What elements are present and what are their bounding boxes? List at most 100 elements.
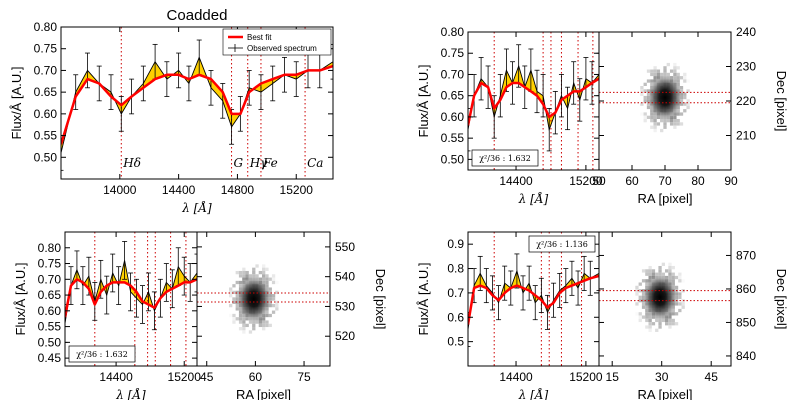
spec1-ylabel: Flux/Å [A.U.]: [416, 65, 431, 138]
img2-pixel: [242, 327, 246, 331]
img3-pixel: [641, 279, 646, 283]
img2-pixel: [235, 280, 239, 285]
img2-pixel: [235, 290, 239, 295]
img1-pixel: [643, 119, 647, 123]
img1-pixel: [660, 119, 664, 123]
img2-pixel: [258, 270, 263, 275]
img3-pixel: [671, 312, 675, 316]
img3-pixel: [674, 302, 679, 306]
img3-pixel: [638, 282, 642, 286]
img3-pixel: [648, 318, 652, 323]
img3-pixel: [671, 318, 675, 323]
img3-pixel: [678, 275, 682, 280]
img1-pixel: [640, 112, 644, 116]
img2-source-core: [236, 276, 271, 322]
img2-frame: [196, 231, 331, 367]
img2-pixel: [262, 317, 266, 321]
img3-pixel: [668, 265, 672, 270]
img1-pixel: [653, 115, 657, 119]
img1-pixel: [640, 86, 644, 90]
img1-ytick-label: 220: [736, 94, 756, 108]
img3-pixel: [665, 318, 669, 323]
spec2-ytick-label: 0.45: [38, 351, 62, 365]
img3-pixel: [671, 279, 675, 283]
spec3-residual-fill: [468, 271, 599, 330]
img3-pixel: [648, 322, 652, 326]
img1-pixel: [643, 115, 647, 119]
img2-pixel: [262, 267, 266, 271]
img1-pixel: [663, 66, 667, 70]
img3-pixel: [638, 295, 642, 299]
coadded-ytick-label: 0.50: [34, 150, 58, 164]
img3-ylabel: Dec [pixel]: [774, 269, 789, 330]
spec1-frame: [467, 31, 600, 171]
spec3-xtick-label: 15200: [569, 370, 603, 384]
coadded-ytick-label: 0.55: [34, 129, 58, 143]
coadded-line-label: Hγ: [249, 156, 268, 170]
spec1-ytick-label: 0.75: [441, 46, 465, 60]
coadded-xlabel: λ [Å]: [181, 200, 212, 215]
img1-pixel: [643, 99, 647, 103]
img1-pixel: [643, 89, 647, 93]
img3-pixel: [645, 318, 649, 323]
img2-xlabel: RA [pixel]: [236, 387, 291, 400]
img2-pixel: [238, 317, 243, 321]
img1-pixel: [640, 89, 644, 93]
coadded-ytick-label: 0.70: [34, 63, 58, 77]
img2-pixel: [229, 287, 233, 291]
spec3-ylabel: Flux/Å [A.U.]: [416, 263, 431, 336]
img2-pixel: [275, 300, 279, 304]
img1-image-area: [599, 62, 731, 133]
img2-pixel: [258, 320, 263, 324]
coadded-line-label: G: [234, 156, 244, 170]
spec1-observed-line: [468, 64, 599, 132]
img1-pixel: [656, 72, 661, 77]
img2-pixel: [265, 280, 269, 285]
img1-xtick-label: 70: [658, 174, 672, 188]
img3-pixel: [645, 315, 649, 319]
img1-pixel: [686, 79, 690, 83]
img3-pixel: [668, 262, 672, 266]
coadded-frame: [60, 26, 334, 180]
spec3-ytick-label: 0.7: [447, 286, 464, 300]
spec2-panel: 14400 15200 0.45 0.500.55 0.60 0.65 0.700.75 0.…: [13, 231, 201, 400]
img3-pixel: [655, 328, 659, 332]
coadded-line-label: Fe: [262, 156, 278, 170]
img1-pixel: [686, 89, 690, 93]
spec1-xlabel: λ [Å]: [518, 191, 549, 206]
img1-xtick-label: 60: [625, 174, 639, 188]
img1-pixel: [679, 112, 684, 116]
spec1-xtick-label: 15200: [569, 174, 603, 188]
img3-pixel: [648, 275, 652, 280]
img2-xtick-label: 45: [200, 370, 214, 384]
spec2-ytick-label: 0.75: [38, 257, 62, 271]
img3-ytick-label: 850: [736, 315, 756, 329]
img3-pixel: [674, 312, 679, 316]
img2-pixel: [245, 323, 249, 328]
img2-pixel: [245, 274, 249, 278]
img2-ytick-label: 540: [335, 270, 355, 284]
spec1-ytick-label: 0.65: [441, 89, 465, 103]
spec2-ytick-label: 0.55: [38, 320, 62, 334]
img2-ytick-label: 550: [335, 240, 355, 254]
img1-pixel: [679, 102, 684, 106]
img3-pixel: [645, 272, 649, 276]
img1-pixel: [646, 102, 651, 106]
img1-pixel: [663, 72, 667, 77]
img3-pixel: [638, 312, 642, 316]
img3-pixel: [674, 322, 679, 326]
img3-pixel: [638, 289, 642, 293]
img2-pixel: [275, 290, 279, 295]
img2-pixel: [232, 284, 236, 288]
img2-pixel: [238, 270, 243, 275]
img2-xtick-label: 60: [249, 370, 263, 384]
img1-pixel: [653, 119, 657, 123]
img2-pixel: [238, 313, 243, 318]
img2-pixel: [242, 317, 246, 321]
img2-pixel: [265, 267, 269, 271]
img3-image-area: [599, 262, 731, 332]
img2-pixel: [262, 274, 266, 278]
img2-pixel: [248, 274, 253, 278]
img3-pixel: [678, 292, 682, 296]
img2-pixel: [275, 307, 279, 311]
